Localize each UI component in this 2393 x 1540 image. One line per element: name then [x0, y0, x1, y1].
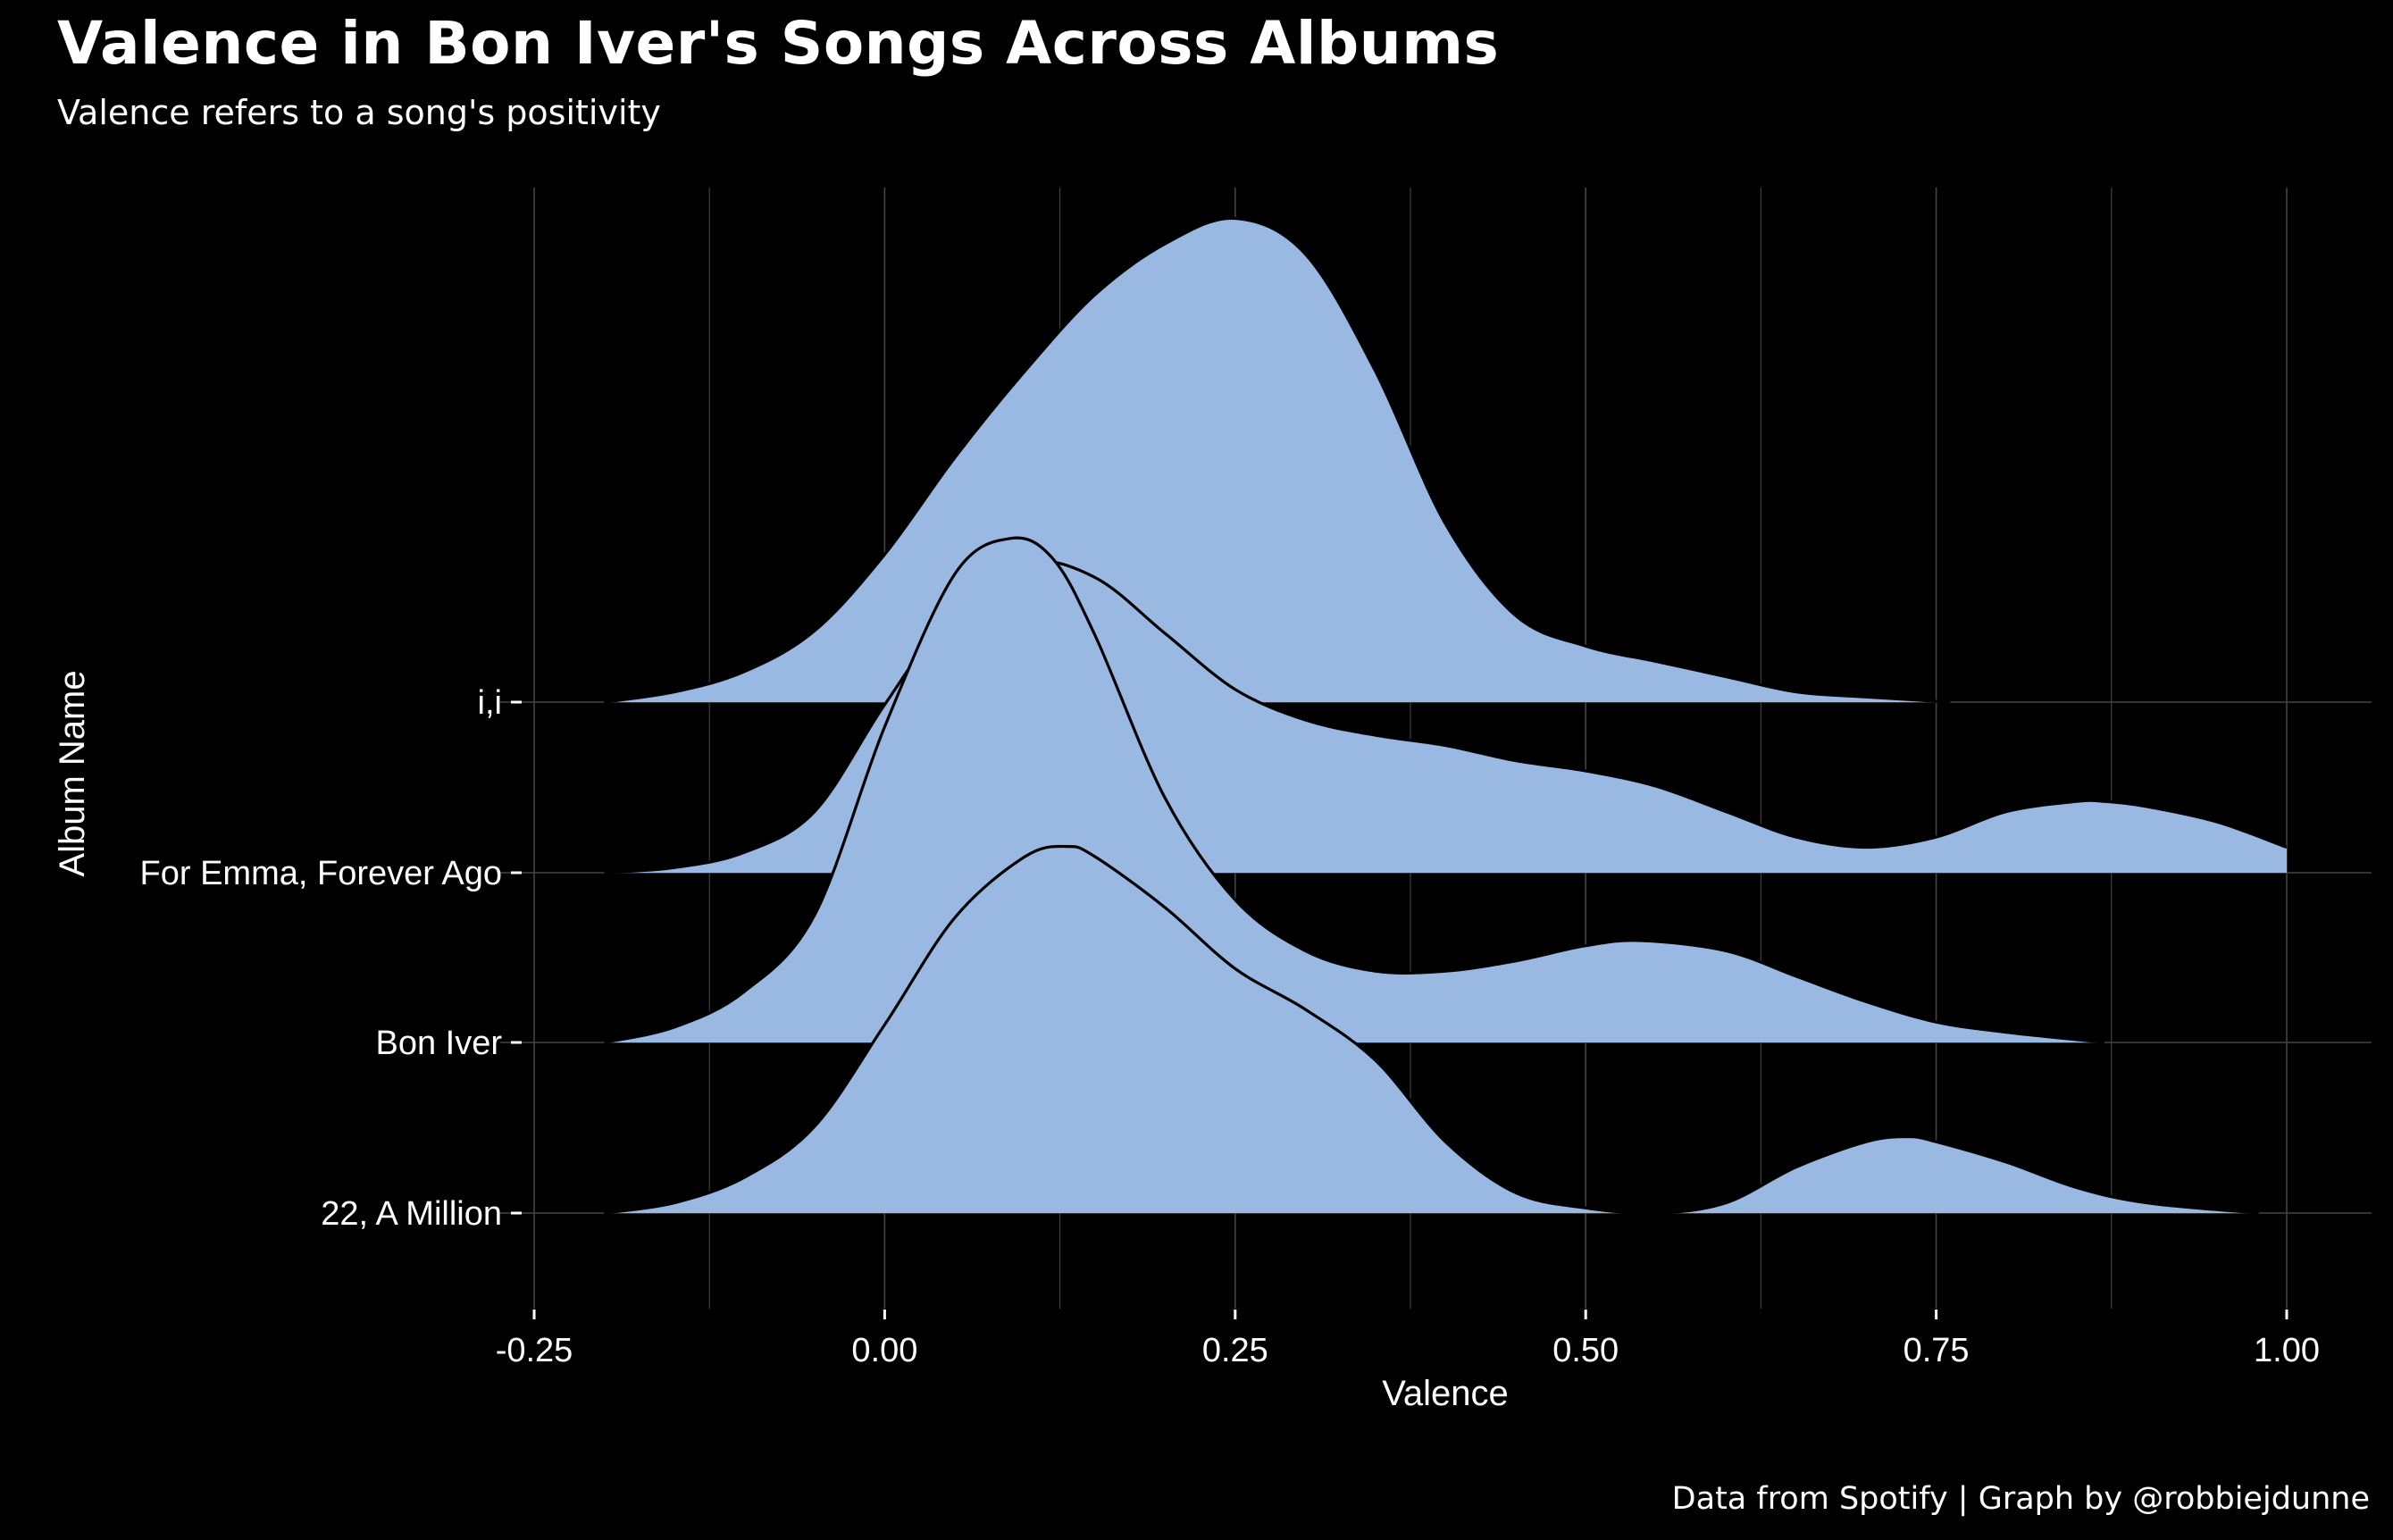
x-tick-label: 1.00	[2254, 1332, 2320, 1369]
x-axis-title: Valence	[1382, 1374, 1509, 1413]
ridge-area-22-a-million	[604, 846, 2259, 1214]
y-tick-label: Bon Iver	[375, 1025, 502, 1062]
y-tick-label: i,i	[478, 684, 502, 722]
y-axis-title: Album Name	[53, 670, 92, 876]
y-tick-label: For Emma, Forever Ago	[140, 855, 502, 892]
x-tick-label: 0.75	[1904, 1332, 1970, 1369]
ridges	[604, 216, 2288, 1215]
x-tick-label: -0.25	[496, 1332, 573, 1369]
x-tick-label: 0.00	[851, 1332, 917, 1369]
ridge-outline-22-a-million	[604, 844, 2259, 1215]
ridge-outline-bon-iver	[604, 536, 2105, 1044]
ridge-outline-for-emma-forever-ago	[604, 559, 2288, 875]
axes: -0.25 0.00 0.25 0.50 0.75 1.00 22, A Million Bo…	[140, 684, 2320, 1369]
chart-caption: Data from Spotify | Graph by @robbiejdun…	[1671, 1481, 2370, 1517]
x-tick-label: 0.25	[1202, 1332, 1268, 1369]
y-tick-label: 22, A Million	[321, 1195, 502, 1233]
chart-subtitle: Valence refers to a song's positivity	[57, 93, 661, 132]
chart-title: Valence in Bon Iver's Songs Across Album…	[57, 9, 1500, 78]
ridge-outline-i-i	[604, 216, 1951, 704]
x-tick-label: 0.50	[1552, 1332, 1619, 1369]
ridge-area-i-i	[604, 218, 1951, 702]
